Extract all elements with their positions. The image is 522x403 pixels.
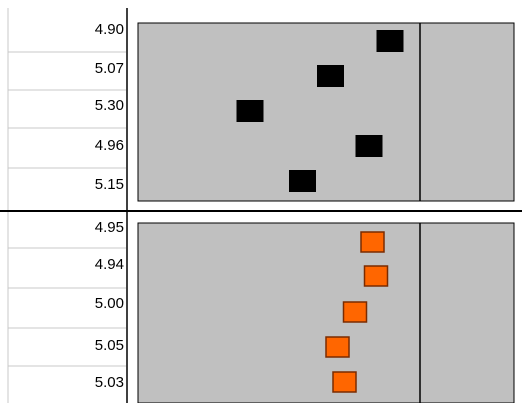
row-gridlines — [7, 8, 126, 403]
orange-marker — [342, 301, 368, 323]
row-value-label: 5.03 — [94, 374, 124, 391]
black-marker — [355, 135, 383, 157]
black-marker — [376, 30, 404, 52]
orange-marker — [363, 265, 389, 287]
orange-marker — [325, 336, 350, 358]
black-marker — [236, 100, 264, 122]
black-marker — [317, 65, 344, 87]
row-value-label: 4.95 — [94, 219, 124, 236]
row-value-label: 5.00 — [94, 295, 124, 312]
row-value-label: 5.07 — [94, 60, 124, 77]
row-value-label: 4.96 — [94, 137, 124, 154]
row-value-label: 4.90 — [94, 21, 124, 38]
marker-layer — [236, 30, 404, 393]
row-value-label: 4.94 — [94, 256, 124, 273]
bottom-plot-area — [137, 222, 515, 403]
black-marker — [289, 170, 316, 192]
row-value-label: 5.15 — [94, 176, 124, 193]
row-value-label: 5.30 — [94, 97, 124, 114]
row-value-label: 5.05 — [94, 337, 124, 354]
orange-marker — [360, 231, 385, 253]
top-plot-area — [137, 22, 515, 202]
orange-marker — [332, 371, 357, 393]
